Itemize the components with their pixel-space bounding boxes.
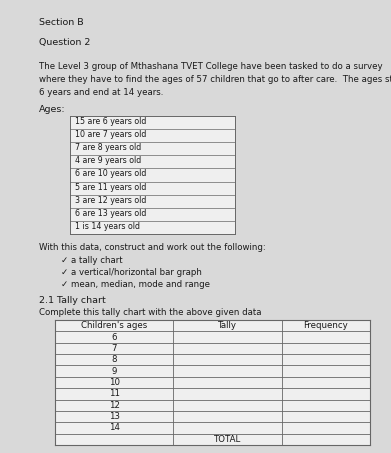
Text: 14: 14 [109, 424, 120, 433]
Text: ✓ a tally chart: ✓ a tally chart [61, 256, 122, 265]
Text: 6 are 13 years old: 6 are 13 years old [75, 209, 146, 218]
Text: 5 are 11 years old: 5 are 11 years old [75, 183, 146, 192]
Text: where they have to find the ages of 57 children that go to after care.  The ages: where they have to find the ages of 57 c… [39, 75, 391, 84]
Text: ✓ mean, median, mode and range: ✓ mean, median, mode and range [61, 280, 210, 289]
Text: 8: 8 [111, 355, 117, 364]
Text: 3 are 12 years old: 3 are 12 years old [75, 196, 146, 205]
Text: Complete this tally chart with the above given data: Complete this tally chart with the above… [39, 308, 262, 317]
Text: 12: 12 [109, 401, 120, 410]
Text: ✓ a vertical/horizontal bar graph: ✓ a vertical/horizontal bar graph [61, 268, 201, 277]
Text: 6: 6 [111, 333, 117, 342]
Text: 11: 11 [109, 390, 120, 398]
Text: 7: 7 [111, 344, 117, 353]
Text: The Level 3 group of Mthashana TVET College have been tasked to do a survey: The Level 3 group of Mthashana TVET Coll… [39, 62, 383, 71]
Text: 10 are 7 years old: 10 are 7 years old [75, 130, 146, 139]
Text: 4 are 9 years old: 4 are 9 years old [75, 156, 141, 165]
Text: 13: 13 [109, 412, 120, 421]
Text: 7 are 8 years old: 7 are 8 years old [75, 143, 141, 152]
Text: 10: 10 [109, 378, 120, 387]
Text: 9: 9 [111, 366, 117, 376]
Text: Frequency: Frequency [303, 321, 348, 330]
Text: Section B: Section B [39, 18, 84, 27]
Text: 6 years and end at 14 years.: 6 years and end at 14 years. [39, 88, 163, 97]
Text: Ages:: Ages: [39, 105, 66, 114]
Text: TOTAL: TOTAL [214, 435, 241, 444]
Text: 1 is 14 years old: 1 is 14 years old [75, 222, 140, 231]
Text: Question 2: Question 2 [39, 38, 90, 47]
Text: Children's ages: Children's ages [81, 321, 147, 330]
Text: Tally: Tally [218, 321, 237, 330]
Text: With this data, construct and work out the following:: With this data, construct and work out t… [39, 243, 266, 252]
Text: 2.1 Tally chart: 2.1 Tally chart [39, 296, 106, 305]
Text: 15 are 6 years old: 15 are 6 years old [75, 117, 146, 126]
Text: 6 are 10 years old: 6 are 10 years old [75, 169, 146, 178]
